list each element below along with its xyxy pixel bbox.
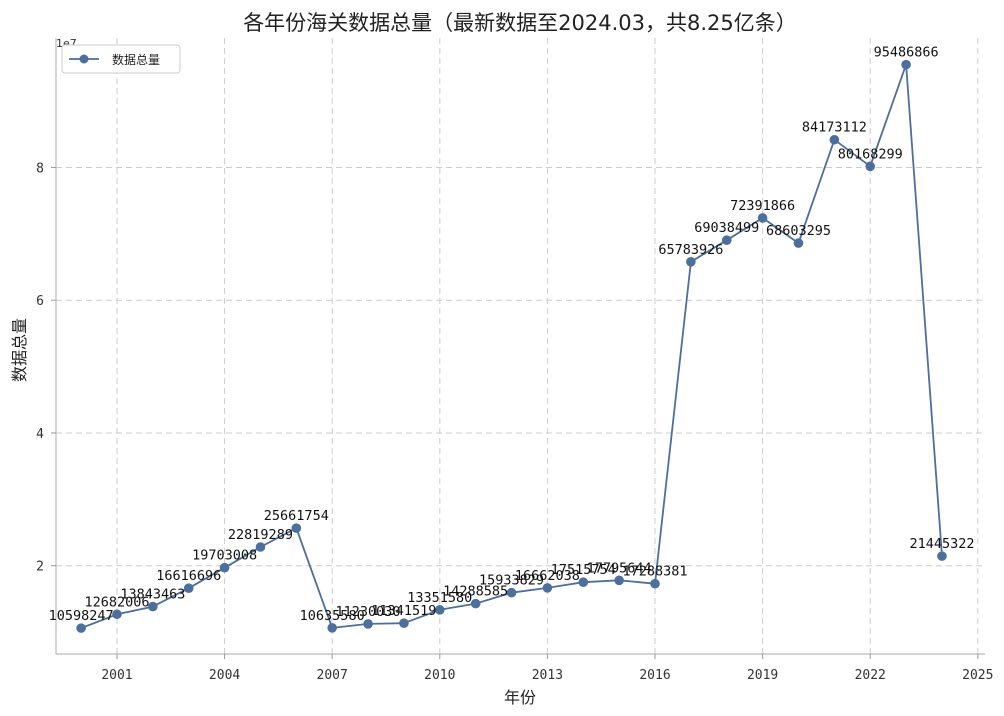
data-point-2005: [255, 542, 266, 552]
y-tick-label-1: 4: [36, 427, 44, 442]
data-point-2007: [327, 623, 337, 633]
y-tick-label-2: 6: [36, 294, 44, 309]
data-label-2007: 10635580: [300, 608, 365, 624]
data-point-2018: [721, 235, 732, 246]
data-point-2000: [76, 623, 86, 633]
grid: [56, 38, 985, 654]
data-point-2012: [506, 587, 517, 598]
data-point-2021: [829, 134, 840, 145]
data-point-2002: [148, 601, 158, 612]
y-axis-label: 数据总量: [10, 318, 29, 382]
data-point-2014: [578, 577, 589, 588]
data-label-2012: 15933829: [479, 573, 544, 589]
data-label-2013: 16662038: [515, 568, 580, 584]
chart-title: 各年份海关数据总量（最新数据至2024.03，共8.25亿条）: [243, 11, 797, 35]
data-point-2024: [937, 551, 947, 561]
data-label-2024: 21445322: [909, 536, 974, 552]
x-tick-label-2016: 2016: [639, 668, 670, 683]
x-tick-label-2022: 2022: [855, 668, 886, 683]
data-label-2004: 19703008: [192, 548, 257, 564]
y-tick-label-0: 2: [36, 560, 44, 575]
data-point-2013: [542, 583, 553, 593]
data-point-2001: [112, 609, 122, 620]
data-point-2009: [399, 618, 409, 628]
x-tick-label-2013: 2013: [532, 668, 563, 683]
data-point-2022: [865, 161, 876, 172]
data-label-2021: 84173112: [802, 120, 867, 136]
legend-frame: [61, 44, 181, 74]
data-label-2011: 14288585: [443, 584, 508, 600]
legend-entry-label: 数据总量: [112, 52, 160, 67]
data-point-2003: [183, 583, 194, 593]
data-label-2009: 11341519: [371, 603, 436, 619]
data-point-2006: [291, 523, 302, 533]
data-point-2004: [219, 562, 230, 573]
x-tick-label-2007: 2007: [317, 668, 348, 683]
data-point-2011: [470, 598, 481, 609]
y-axis-ticks: 2 4 6 8: [36, 161, 56, 575]
x-tick-label-2025: 2025: [962, 668, 993, 683]
data-label-2020: 68603295: [766, 223, 831, 239]
data-label-2002: 13843463: [120, 587, 185, 603]
data-label-2017: 65783926: [658, 242, 723, 258]
data-label-2014: 17515754: [551, 562, 616, 578]
legend-marker-swatch: [79, 54, 89, 64]
data-point-2010: [434, 605, 445, 615]
data-label-2015: 17795644: [587, 560, 652, 576]
data-label-2023: 95486866: [874, 45, 939, 61]
data-label-2005: 22819289: [228, 527, 293, 543]
data-label-2016: 17288381: [622, 564, 687, 580]
data-label-2000: 10598247: [49, 608, 114, 624]
x-axis-ticks: 2001 2004 2007 2010 2013 2016 2019 2022 2025: [101, 654, 993, 683]
data-label-2006: 25661754: [264, 508, 329, 524]
data-label-2022: 80168299: [838, 146, 903, 162]
data-point-2020: [793, 238, 804, 248]
data-point-2008: [363, 619, 373, 629]
axes-spines: [55, 38, 985, 655]
series-line: [80, 63, 943, 629]
data-point-2015: [614, 575, 624, 586]
data-label-2010: 13351580: [407, 590, 472, 606]
data-points: [76, 59, 947, 633]
y-tick-label-3: 8: [36, 161, 44, 176]
legend: 数据总量: [61, 44, 181, 74]
data-point-2016: [650, 578, 660, 589]
data-point-2019: [757, 213, 768, 223]
data-label-2019: 72391866: [730, 198, 795, 214]
data-label-2001: 12682006: [84, 594, 149, 610]
data-point-2023: [901, 59, 911, 70]
series-line-data-total: [80, 63, 943, 629]
data-point-2017: [686, 257, 696, 267]
data-label-2008: 11230030: [336, 604, 401, 620]
x-tick-label-2004: 2004: [209, 668, 240, 683]
x-tick-label-2010: 2010: [424, 668, 455, 683]
x-tick-label-2019: 2019: [747, 668, 778, 683]
x-tick-label-2001: 2001: [101, 668, 132, 683]
data-label-2018: 69038499: [694, 220, 759, 236]
x-axis-label: 年份: [504, 688, 536, 707]
data-label-2003: 16616696: [156, 568, 221, 584]
